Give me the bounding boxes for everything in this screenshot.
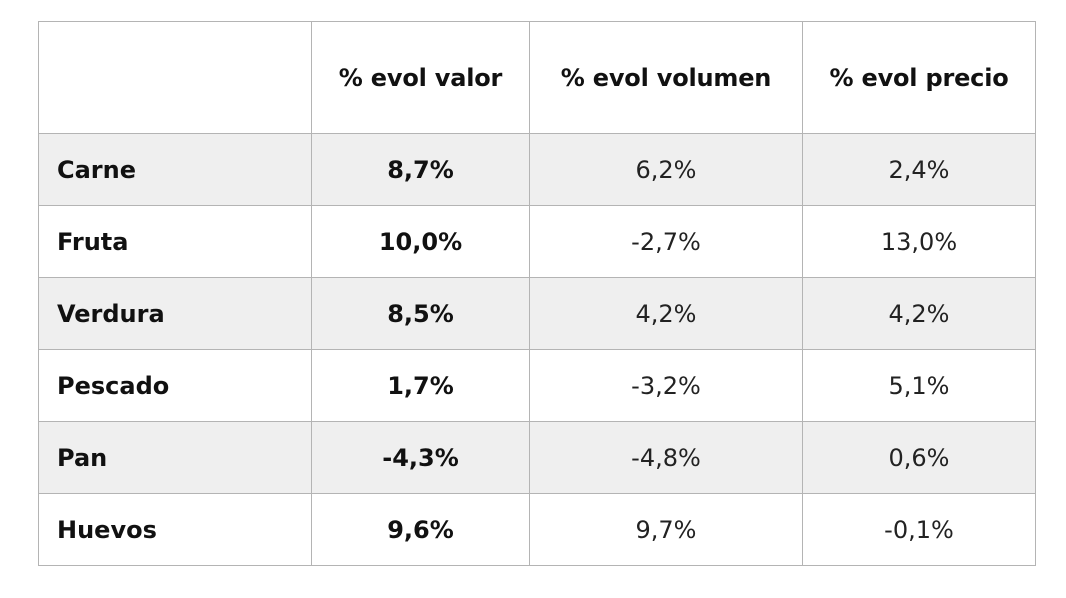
table-row: Fruta 10,0% -2,7% 13,0%	[38, 205, 1036, 278]
cell-valor: 1,7%	[311, 349, 530, 422]
cell-valor: 8,5%	[311, 277, 530, 350]
header-empty-cell	[38, 21, 312, 134]
table-row: Verdura 8,5% 4,2% 4,2%	[38, 277, 1036, 350]
table-row: Pan -4,3% -4,8% 0,6%	[38, 421, 1036, 494]
cell-volumen: 6,2%	[529, 133, 803, 206]
cell-valor: 8,7%	[311, 133, 530, 206]
cell-volumen: 9,7%	[529, 493, 803, 566]
cell-valor: 10,0%	[311, 205, 530, 278]
table-row: Huevos 9,6% 9,7% -0,1%	[38, 493, 1036, 566]
row-label: Carne	[38, 133, 312, 206]
table-row: Carne 8,7% 6,2% 2,4%	[38, 133, 1036, 206]
table-body: Carne 8,7% 6,2% 2,4% Fruta 10,0% -2,7% 1…	[38, 133, 1036, 566]
cell-precio: 5,1%	[802, 349, 1036, 422]
table-row: Pescado 1,7% -3,2% 5,1%	[38, 349, 1036, 422]
header-evol-precio: % evol precio	[802, 21, 1036, 134]
row-label: Pescado	[38, 349, 312, 422]
cell-precio: 13,0%	[802, 205, 1036, 278]
cell-volumen: 4,2%	[529, 277, 803, 350]
header-evol-volumen: % evol volumen	[529, 21, 803, 134]
cell-valor: -4,3%	[311, 421, 530, 494]
row-label: Pan	[38, 421, 312, 494]
row-label: Fruta	[38, 205, 312, 278]
cell-precio: 0,6%	[802, 421, 1036, 494]
row-label: Verdura	[38, 277, 312, 350]
cell-volumen: -2,7%	[529, 205, 803, 278]
cell-precio: -0,1%	[802, 493, 1036, 566]
cell-precio: 2,4%	[802, 133, 1036, 206]
row-label: Huevos	[38, 493, 312, 566]
table-header: % evol valor % evol volumen % evol preci…	[38, 21, 1036, 134]
cell-volumen: -3,2%	[529, 349, 803, 422]
header-row: % evol valor % evol volumen % evol preci…	[38, 21, 1036, 134]
cell-valor: 9,6%	[311, 493, 530, 566]
header-evol-valor: % evol valor	[311, 21, 530, 134]
cell-precio: 4,2%	[802, 277, 1036, 350]
cell-volumen: -4,8%	[529, 421, 803, 494]
evolution-table: % evol valor % evol volumen % evol preci…	[38, 21, 1036, 566]
